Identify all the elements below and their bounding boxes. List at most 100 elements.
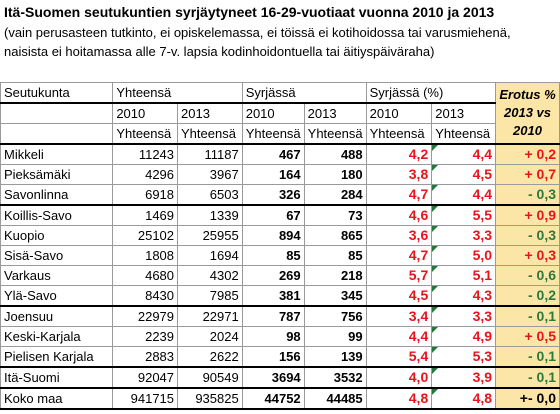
cell-pct-2010[interactable]: 4,7 [365,184,433,206]
header-yhteensa[interactable]: Yhteensä [112,82,243,104]
cell-pct-2013[interactable]: 5,0 [431,245,497,266]
cell-excluded-2010[interactable]: 894 [241,225,305,246]
cell-region-name[interactable]: Varkaus [0,265,114,286]
cell-excluded-2010[interactable]: 269 [241,265,305,286]
cell-region-name[interactable]: Pieksämäki [0,164,114,185]
cell-pct-2013[interactable]: 4,8 [431,387,497,410]
header-year[interactable]: 2010 [241,102,305,124]
cell-difference[interactable]: + 0,3 [495,245,560,266]
cell-excluded-2010[interactable]: 467 [241,143,305,165]
header-year[interactable]: 2010 [365,102,433,124]
cell-total-2013[interactable]: 2622 [177,346,243,368]
cell-difference[interactable]: - 0,3 [495,225,560,246]
header-sub[interactable]: Yhteensä [177,123,243,145]
cell-excluded-2013[interactable]: 218 [303,265,367,286]
cell-excluded-2013[interactable]: 865 [303,225,367,246]
cell-excluded-2013[interactable]: 345 [303,285,367,307]
cell-pct-2010[interactable]: 4,7 [365,245,433,266]
header-sub[interactable]: Yhteensä [112,123,179,145]
cell-total-2010[interactable]: 2883 [112,346,179,368]
cell-pct-2010[interactable]: 3,4 [365,305,433,327]
cell-pct-2013[interactable]: 5,1 [431,265,497,286]
cell-pct-2013[interactable]: 5,3 [431,346,497,368]
cell-total-2013[interactable]: 2024 [177,326,243,347]
cell-difference[interactable]: + 0,7 [495,164,560,185]
cell-excluded-2010[interactable]: 98 [241,326,305,347]
cell-difference[interactable]: - 0,1 [495,346,560,368]
cell-total-2010[interactable]: 11243 [112,143,179,165]
header-year[interactable]: 2010 [112,102,179,124]
cell-excluded-2013[interactable]: 180 [303,164,367,185]
cell-total-2013[interactable]: 11187 [177,143,243,165]
cell-region-name[interactable]: Ylä-Savo [0,285,114,307]
cell-excluded-2013[interactable]: 488 [303,143,367,165]
cell-total-2010[interactable]: 1469 [112,204,179,226]
cell-total-2013[interactable]: 25955 [177,225,243,246]
cell-total-2013[interactable]: 7985 [177,285,243,307]
header-syrjassa[interactable]: Syrjässä [241,82,367,104]
header-sub[interactable]: Yhteensä [241,123,305,145]
cell-total-2013[interactable]: 1339 [177,204,243,226]
cell-total-2013[interactable]: 3967 [177,164,243,185]
cell-region-name[interactable]: Joensuu [0,305,114,327]
cell-excluded-2010[interactable]: 326 [241,184,305,206]
cell-total-2010[interactable]: 1808 [112,245,179,266]
header-seutukunta[interactable]: Seutukunta [0,82,114,104]
header-year[interactable]: 2013 [303,102,367,124]
cell-region-name[interactable]: Sisä-Savo [0,245,114,266]
header-sub[interactable]: Yhteensä [365,123,433,145]
cell-difference[interactable]: + 0,2 [495,143,560,165]
cell-excluded-2013[interactable]: 284 [303,184,367,206]
cell-pct-2013[interactable]: 4,5 [431,164,497,185]
cell-total-2010[interactable]: 2239 [112,326,179,347]
cell-excluded-2010[interactable]: 156 [241,346,305,368]
cell-total-2013[interactable]: 4302 [177,265,243,286]
cell-excluded-2013[interactable]: 756 [303,305,367,327]
cell-total-2010[interactable]: 25102 [112,225,179,246]
cell-difference[interactable]: + 0,9 [495,204,560,226]
header-year[interactable]: 2013 [431,102,497,124]
cell-pct-2013[interactable]: 3,9 [431,366,497,389]
cell-difference[interactable]: - 0,3 [495,184,560,206]
cell-pct-2013[interactable]: 4,3 [431,285,497,307]
cell-difference[interactable]: + 0,5 [495,326,560,347]
cell-pct-2013[interactable]: 3,3 [431,305,497,327]
cell-difference[interactable]: +- 0,0 [495,387,560,410]
cell-total-2010[interactable]: 22979 [112,305,179,327]
cell-total-2010[interactable]: 8430 [112,285,179,307]
cell-pct-2010[interactable]: 5,7 [365,265,433,286]
cell-total-2010[interactable]: 4680 [112,265,179,286]
cell-difference[interactable]: - 0,1 [495,305,560,327]
cell-pct-2010[interactable]: 3,6 [365,225,433,246]
cell-pct-2010[interactable]: 3,8 [365,164,433,185]
cell-region-name[interactable]: Mikkeli [0,143,114,165]
header-empty[interactable] [0,123,114,145]
cell-region-name[interactable]: Koillis-Savo [0,204,114,226]
cell-excluded-2013[interactable]: 3532 [303,366,367,389]
header-year[interactable]: 2013 [177,102,243,124]
cell-excluded-2010[interactable]: 3694 [241,366,305,389]
cell-pct-2013[interactable]: 4,4 [431,143,497,165]
cell-excluded-2013[interactable]: 85 [303,245,367,266]
cell-excluded-2013[interactable]: 139 [303,346,367,368]
cell-pct-2013[interactable]: 4,9 [431,326,497,347]
cell-region-name[interactable]: Savonlinna [0,184,114,206]
cell-pct-2010[interactable]: 4,0 [365,366,433,389]
cell-excluded-2010[interactable]: 67 [241,204,305,226]
cell-pct-2010[interactable]: 4,8 [365,387,433,410]
cell-excluded-2010[interactable]: 85 [241,245,305,266]
cell-excluded-2010[interactable]: 381 [241,285,305,307]
cell-difference[interactable]: - 0,6 [495,265,560,286]
cell-region-name[interactable]: Keski-Karjala [0,326,114,347]
cell-region-name[interactable]: Koko maa [0,387,114,410]
header-sub[interactable]: Yhteensä [303,123,367,145]
cell-excluded-2010[interactable]: 787 [241,305,305,327]
cell-excluded-2013[interactable]: 44485 [303,387,367,410]
cell-pct-2013[interactable]: 5,5 [431,204,497,226]
cell-total-2010[interactable]: 941715 [112,387,179,410]
header-empty[interactable] [0,102,114,124]
cell-pct-2010[interactable]: 4,5 [365,285,433,307]
cell-pct-2013[interactable]: 3,3 [431,225,497,246]
cell-total-2010[interactable]: 6918 [112,184,179,206]
cell-region-name[interactable]: Kuopio [0,225,114,246]
